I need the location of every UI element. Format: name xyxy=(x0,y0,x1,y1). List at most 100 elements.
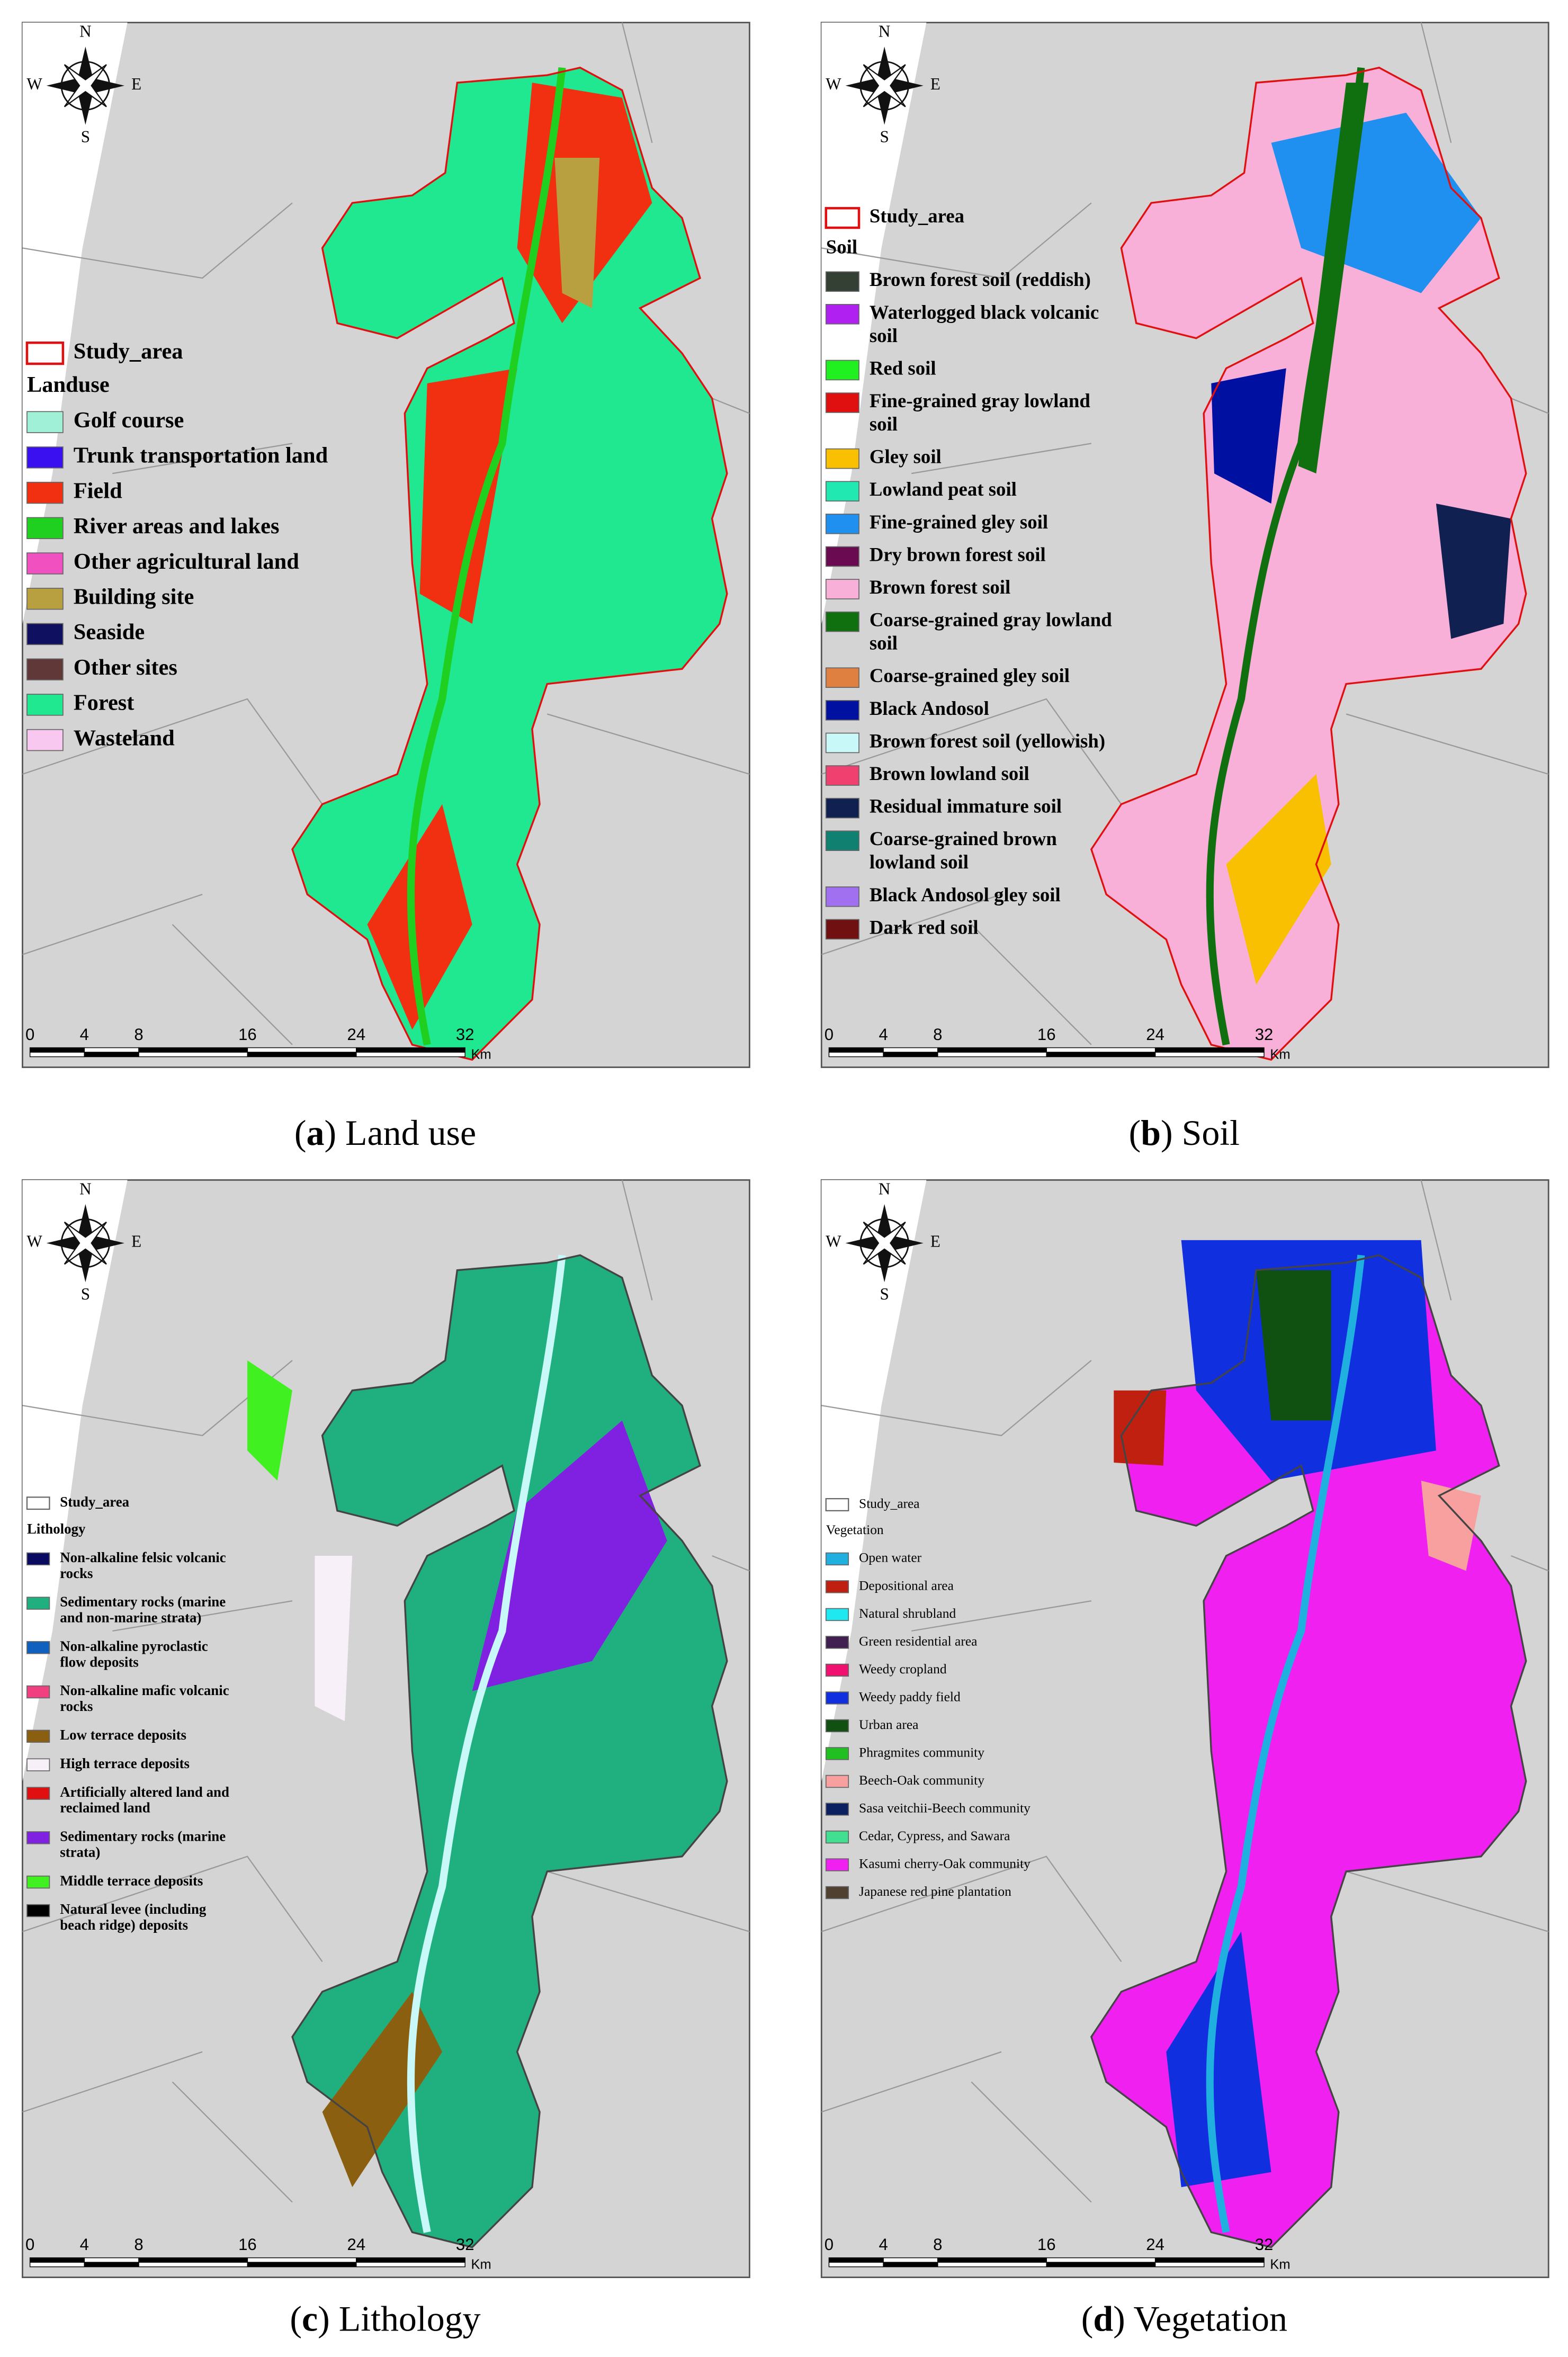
scale-segment xyxy=(1046,2257,1156,2263)
compass-label: N xyxy=(879,1179,890,1198)
legend-swatch xyxy=(825,1636,849,1649)
legend-swatch xyxy=(825,481,859,502)
caption-part: Vegetation xyxy=(1125,2298,1287,2338)
legend-swatch xyxy=(825,514,859,534)
scale-label: 0 xyxy=(25,1025,34,1044)
scale-label: 8 xyxy=(933,1025,942,1044)
scale-label: 16 xyxy=(238,2235,257,2254)
sea xyxy=(22,1180,128,1781)
map-unit xyxy=(1226,774,1331,985)
legend-swatch xyxy=(25,341,65,365)
legend-swatch xyxy=(825,1775,849,1788)
scale-segment xyxy=(247,2262,357,2268)
legend-swatch xyxy=(26,1496,50,1510)
compass-label: W xyxy=(826,75,841,93)
legend-label: Fine-grained gley soil xyxy=(870,511,1048,533)
legend-swatch xyxy=(825,1608,849,1621)
scale-segment xyxy=(1046,1052,1156,1057)
legend-swatch xyxy=(825,1663,849,1677)
compass-star-minor xyxy=(863,1221,906,1265)
scale-segment xyxy=(138,1047,248,1053)
legend-label: Japanese red pine plantation xyxy=(859,1884,1011,1899)
caption-part: c xyxy=(302,2298,318,2338)
study-area-fill xyxy=(1091,67,1526,1060)
scale-segment xyxy=(84,1047,139,1053)
map-unit xyxy=(1271,112,1481,293)
caption-part: ( xyxy=(294,1113,307,1153)
map-unit xyxy=(1211,368,1286,504)
legend-swatch xyxy=(825,207,861,229)
scale-segment xyxy=(883,2262,938,2268)
legend-swatch xyxy=(825,732,859,754)
scale-segment xyxy=(937,2257,1047,2263)
caption-part: Lithology xyxy=(330,2298,481,2338)
legend-label: Artificially altered land and xyxy=(60,1784,229,1800)
legend-swatch xyxy=(825,1830,849,1844)
legend-label: Non-alkaline felsic volcanic xyxy=(60,1549,226,1565)
legend-label: Study_area xyxy=(74,339,183,364)
legend-swatch xyxy=(825,700,859,721)
legend-swatch xyxy=(825,919,859,940)
study-area-map xyxy=(1090,1240,1527,2248)
scale-label: 4 xyxy=(879,1025,888,1044)
scale-segment xyxy=(356,2257,465,2263)
caption: (c) Lithology xyxy=(290,2298,480,2338)
legend-label: Brown forest soil xyxy=(870,576,1010,598)
legend-label: Golf course xyxy=(74,408,184,433)
scale-label: 32 xyxy=(1255,1025,1274,1044)
scale-segment xyxy=(1046,1047,1156,1053)
caption-part: ) xyxy=(318,2298,330,2338)
legend-swatch xyxy=(26,1831,50,1844)
compass-label: S xyxy=(880,127,889,146)
caption-part: ( xyxy=(1081,2298,1094,2338)
legend-swatch xyxy=(825,392,859,413)
scale-segment xyxy=(356,1047,465,1053)
map-unit xyxy=(1256,1270,1331,1421)
legend-label: Study_area xyxy=(870,205,964,227)
scale-label: 4 xyxy=(80,2235,89,2254)
legend-label: Sedimentary rocks (marine xyxy=(60,1829,226,1844)
scale-segment xyxy=(1154,2257,1265,2263)
legend-swatch xyxy=(26,1758,50,1771)
map-unit xyxy=(554,158,600,308)
legend-swatch xyxy=(26,1875,50,1889)
compass: N E S W xyxy=(826,1179,940,1303)
legend-swatch xyxy=(26,481,64,504)
compass-label: S xyxy=(81,1285,90,1303)
legend-label: Red soil xyxy=(870,357,936,379)
boundaries xyxy=(821,22,1549,1045)
legend-swatch xyxy=(26,729,64,751)
legend-label: Black Andosol gley soil xyxy=(870,884,1061,906)
caption-part: b xyxy=(1141,1113,1161,1153)
scale-unit: Km xyxy=(1270,2257,1290,2272)
legend-label: Weedy cropland xyxy=(859,1661,947,1677)
legend-swatch xyxy=(825,1580,849,1593)
legend-label: Forest xyxy=(74,691,135,715)
river xyxy=(1206,1254,1365,2233)
river xyxy=(407,67,566,1046)
caption: (a) Land use xyxy=(294,1113,476,1153)
scale-label: 24 xyxy=(1146,2235,1164,2254)
legend-label: Urban area xyxy=(859,1717,918,1732)
scale-segment xyxy=(356,2262,465,2268)
legend-swatch xyxy=(825,1747,849,1760)
scale-segment xyxy=(1046,2262,1156,2268)
caption-part: ) xyxy=(1161,1113,1173,1153)
legend-swatch xyxy=(26,446,64,469)
compass: N E S W xyxy=(26,22,141,146)
map-unit xyxy=(1166,1931,1271,2188)
caption-part: ( xyxy=(1129,1113,1141,1153)
map-unit xyxy=(247,1360,293,1481)
legend-label: beach ridge) deposits xyxy=(60,1917,188,1933)
scale-label: 24 xyxy=(347,1025,366,1044)
legend-label: Other agricultural land xyxy=(74,549,299,574)
study-area-map xyxy=(247,1254,728,2248)
scale-segment xyxy=(247,1052,357,1057)
legend-label: and non-marine strata) xyxy=(60,1610,201,1626)
scale-label: 4 xyxy=(879,2235,888,2254)
legend-label: Cedar, Cypress, and Sawara xyxy=(859,1828,1010,1843)
legend-label: Sedimentary rocks (marine xyxy=(60,1594,226,1610)
caption-part: ) xyxy=(324,1113,336,1153)
caption: (b) Soil xyxy=(1129,1113,1240,1153)
